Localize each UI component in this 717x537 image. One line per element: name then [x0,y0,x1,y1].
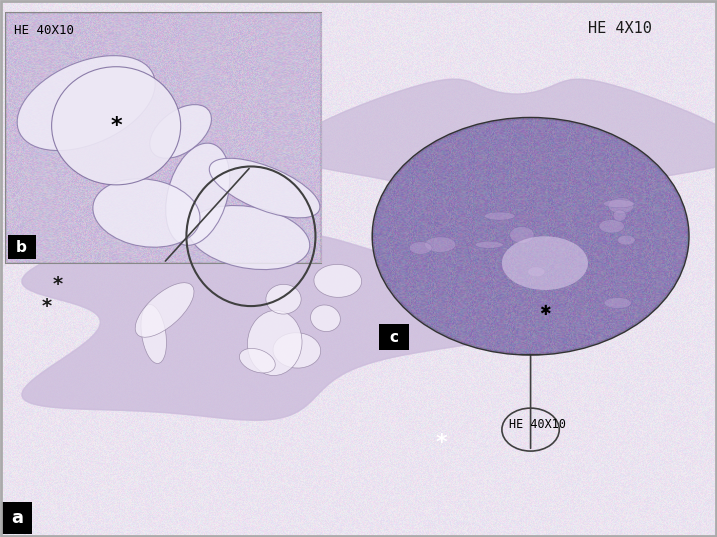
FancyBboxPatch shape [8,235,36,259]
Text: ✱: ✱ [539,304,551,318]
Text: HE 4X10: HE 4X10 [588,21,652,37]
Ellipse shape [603,200,635,208]
Ellipse shape [475,241,503,248]
Ellipse shape [604,297,632,308]
Ellipse shape [93,179,200,247]
Ellipse shape [599,220,625,233]
Text: *: * [42,296,52,316]
Text: *: * [52,275,62,294]
Polygon shape [287,79,717,255]
Ellipse shape [209,158,320,218]
Ellipse shape [310,305,341,331]
Text: c: c [389,330,398,345]
Ellipse shape [502,236,588,290]
Ellipse shape [189,206,310,270]
Ellipse shape [484,212,515,220]
FancyBboxPatch shape [6,13,321,263]
Text: *: * [110,116,122,136]
Text: HE 40X10: HE 40X10 [509,418,566,431]
Ellipse shape [273,333,320,368]
Circle shape [373,118,688,354]
Ellipse shape [608,198,634,213]
Ellipse shape [239,349,275,373]
Ellipse shape [613,210,626,221]
Text: HE 40X10: HE 40X10 [14,24,75,37]
FancyBboxPatch shape [379,324,409,350]
Ellipse shape [314,264,361,297]
Ellipse shape [247,310,302,375]
FancyBboxPatch shape [2,502,32,534]
Ellipse shape [409,242,432,254]
Ellipse shape [136,282,194,337]
Polygon shape [22,224,531,420]
Text: a: a [11,509,23,527]
Ellipse shape [424,237,456,252]
Ellipse shape [52,67,181,185]
Ellipse shape [150,105,212,158]
Ellipse shape [141,304,166,364]
Ellipse shape [166,143,229,245]
Ellipse shape [266,285,301,314]
Ellipse shape [17,56,155,150]
Ellipse shape [528,267,545,277]
Polygon shape [22,224,531,420]
Ellipse shape [617,235,635,245]
Ellipse shape [510,227,534,243]
Text: b: b [16,240,27,255]
Text: *: * [435,433,447,453]
